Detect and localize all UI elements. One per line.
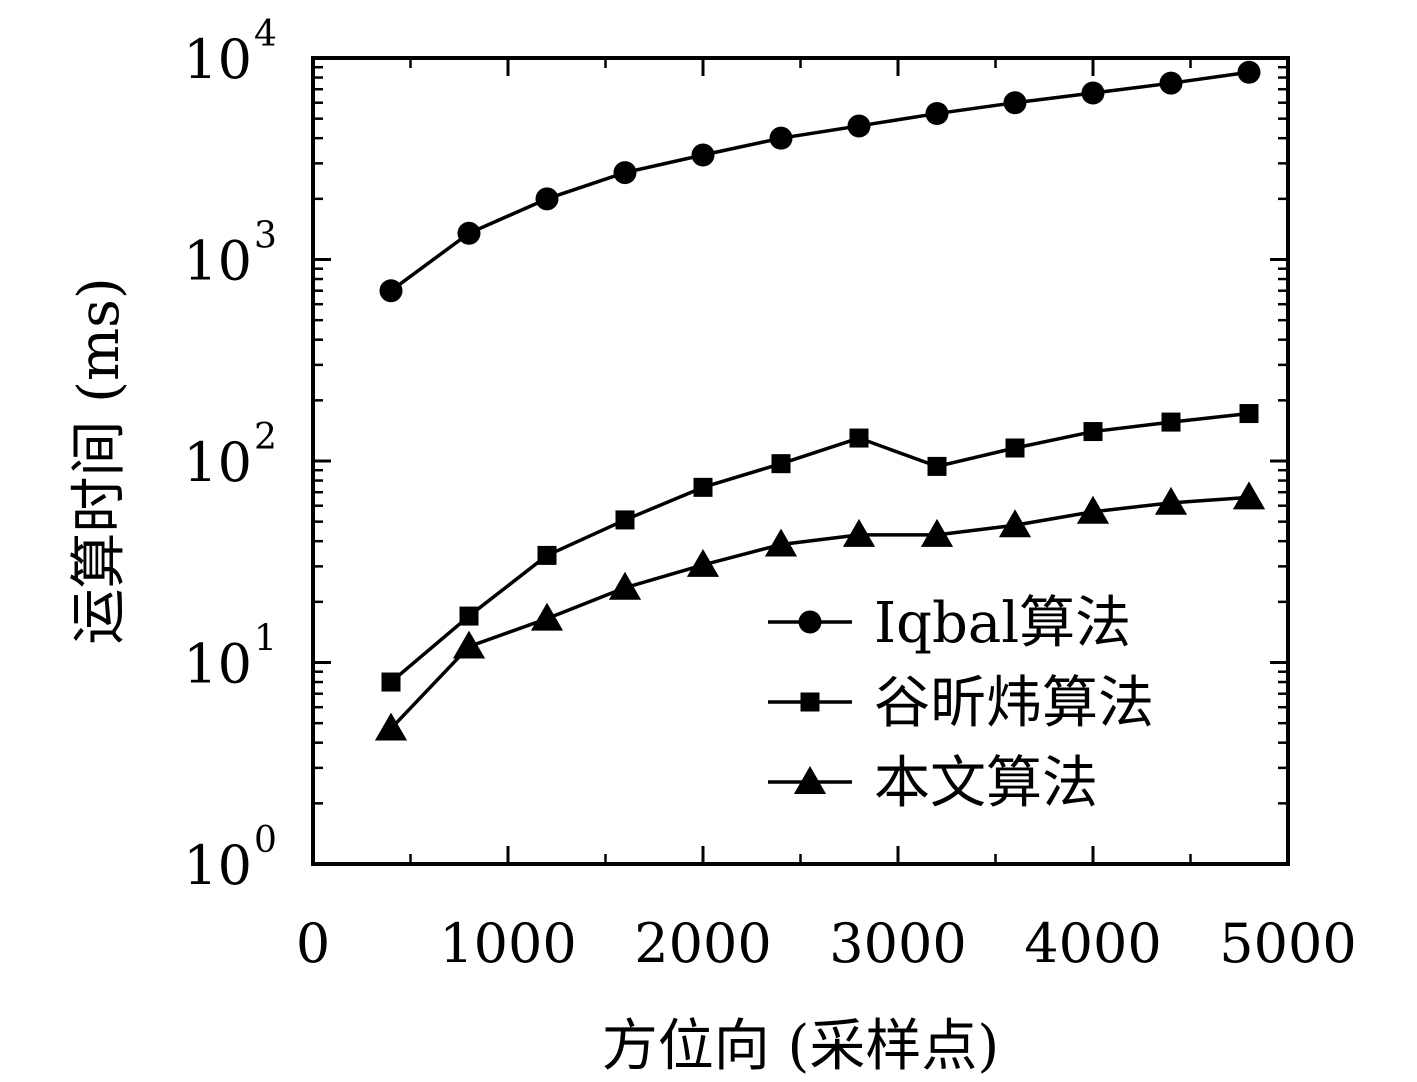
data-point	[1076, 495, 1110, 524]
data-point	[537, 545, 557, 565]
data-point	[693, 477, 713, 497]
series-line	[389, 70, 1250, 293]
data-point	[927, 456, 947, 476]
data-point	[452, 630, 486, 659]
data-point	[459, 606, 479, 626]
y-tick-label: 10	[183, 431, 252, 494]
x-tick-label: 0	[296, 912, 330, 975]
series-1	[379, 60, 1261, 303]
legend-marker	[798, 610, 822, 634]
series-layer	[374, 60, 1266, 741]
y-tick-exponent: 2	[254, 417, 277, 458]
data-point	[1081, 81, 1105, 105]
data-point	[615, 510, 635, 530]
data-point	[925, 102, 949, 126]
data-point	[686, 548, 720, 577]
data-point	[530, 602, 564, 631]
y-tick-label: 10	[183, 633, 252, 696]
series-line	[389, 495, 1250, 730]
y-tick-label: 10	[183, 834, 252, 897]
y-tick-label: 10	[183, 230, 252, 293]
data-point	[771, 454, 791, 474]
data-point	[1083, 422, 1103, 442]
legend-label: Iqbal算法	[874, 591, 1131, 656]
data-point	[1159, 71, 1183, 95]
x-tick-label: 5000	[1219, 912, 1356, 975]
data-point	[1239, 404, 1259, 424]
data-point	[613, 161, 637, 185]
series-2	[381, 404, 1259, 692]
data-point	[1154, 486, 1188, 515]
data-point	[998, 509, 1032, 538]
y-tick-exponent: 4	[254, 14, 277, 55]
legend-marker	[793, 766, 827, 794]
data-point	[381, 672, 401, 692]
x-tick-label: 1000	[439, 912, 576, 975]
legend-entry: 本文算法	[768, 751, 1098, 816]
data-point	[847, 114, 871, 138]
y-tick-exponent: 3	[254, 216, 277, 257]
data-point	[1232, 481, 1266, 510]
y-tick-label: 10	[183, 28, 252, 91]
data-point	[535, 187, 559, 211]
legend-label: 谷昕炜算法	[874, 671, 1154, 736]
data-point	[849, 428, 869, 448]
legend-entry: Iqbal算法	[768, 591, 1131, 656]
y-tick-exponent: 0	[254, 820, 277, 861]
data-point	[608, 571, 642, 600]
x-tick-label: 4000	[1024, 912, 1161, 975]
data-point	[457, 221, 481, 245]
data-point	[1005, 438, 1025, 458]
legend-marker	[800, 692, 820, 712]
data-point	[842, 518, 876, 547]
data-point	[1237, 60, 1261, 84]
data-point	[920, 518, 954, 547]
data-point	[764, 528, 798, 557]
data-point	[1161, 412, 1181, 432]
y-tick-exponent: 1	[254, 619, 277, 660]
x-axis-label: 方位向 (采样点)	[602, 1014, 1000, 1079]
series-3	[374, 481, 1266, 741]
x-tick-label: 3000	[829, 912, 966, 975]
data-point	[374, 712, 408, 741]
x-tick-label: 2000	[634, 912, 771, 975]
ticks-layer	[311, 56, 1290, 866]
legend-entry: 谷昕炜算法	[768, 671, 1154, 736]
legend-label: 本文算法	[874, 751, 1098, 816]
data-point	[1003, 91, 1027, 115]
y-axis-label: 运算时间 (ms)	[67, 277, 132, 644]
plot-frame	[311, 56, 1290, 866]
series-line	[389, 411, 1250, 684]
data-point	[691, 143, 715, 167]
data-point	[769, 126, 793, 150]
data-point	[379, 279, 403, 303]
